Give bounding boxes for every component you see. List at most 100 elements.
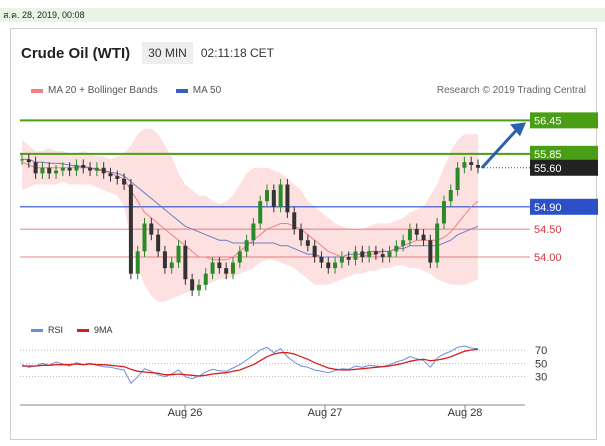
bollinger-label: MA 20 + Bollinger Bands xyxy=(48,85,158,96)
candle-body xyxy=(401,240,406,246)
level-tag-54-90-box xyxy=(530,198,598,215)
candle-body xyxy=(54,170,59,174)
candle-body xyxy=(162,251,167,269)
candle-body xyxy=(299,229,304,241)
candle-body xyxy=(312,245,317,257)
candle-body xyxy=(149,223,154,235)
instrument-title: Crude Oil (WTI) xyxy=(21,44,131,62)
candle-body xyxy=(224,268,229,274)
candle-body xyxy=(448,190,453,202)
candle-body xyxy=(346,256,351,260)
level-tag-55-85-box xyxy=(530,145,598,162)
level-tag-55-85: 55.85 xyxy=(534,149,562,161)
candle-body xyxy=(353,251,358,260)
candle-body xyxy=(183,245,188,280)
candle-body xyxy=(210,262,215,274)
level-tag-56-45: 56.45 xyxy=(534,115,562,127)
candle-body xyxy=(94,167,99,171)
date-stamp: ส.ค. 28, 2019, 00:08 xyxy=(3,10,85,20)
chart-card: Crude Oil (WTI) 30 MIN 02:11:18 CET MA 2… xyxy=(10,28,597,440)
candle-body xyxy=(292,212,297,230)
candle-body xyxy=(26,159,31,163)
candle-body xyxy=(101,167,106,174)
level-tag-55-60-box xyxy=(530,159,598,176)
candle-body xyxy=(244,240,249,252)
candle-body xyxy=(435,223,440,263)
candle-body xyxy=(265,190,270,202)
candle-body xyxy=(47,167,52,174)
legend-item-bollinger: MA 20 + Bollinger Bands xyxy=(31,85,158,96)
rsi-swatch xyxy=(31,328,43,332)
candle-body xyxy=(373,251,378,255)
candle-body xyxy=(81,164,86,168)
candle-body xyxy=(394,245,399,252)
candle-body xyxy=(217,262,222,269)
candle-body xyxy=(20,159,24,161)
ma50-swatch xyxy=(175,88,188,93)
candle-body xyxy=(196,284,201,291)
research-credit: Research © 2019 Trading Central xyxy=(436,85,586,96)
candle-body xyxy=(319,256,324,263)
candle-body xyxy=(190,279,195,291)
chart-legend: MA 20 + Bollinger Bands MA 50 xyxy=(31,85,239,96)
candle-body xyxy=(455,167,460,191)
rsi-tick-label: 70 xyxy=(535,345,547,357)
timeframe-badge: 30 MIN xyxy=(142,42,193,64)
bollinger-swatch xyxy=(31,88,43,93)
chart-time: 02:11:18 CET xyxy=(200,46,274,60)
rsi-ma-swatch xyxy=(77,328,90,332)
candle-body xyxy=(407,229,412,241)
candle-body xyxy=(462,162,467,168)
rsi-tick-label: 30 xyxy=(535,372,547,384)
candle-body xyxy=(476,164,480,168)
legend-item-rsi: RSI xyxy=(31,325,63,335)
candle-body xyxy=(387,251,392,257)
candle-body xyxy=(251,223,256,241)
time-label: Aug 27 xyxy=(308,407,343,419)
candle-body xyxy=(278,184,283,207)
candle-body xyxy=(169,262,174,269)
target-arrow-head xyxy=(510,122,526,137)
candle-body xyxy=(367,251,372,257)
rsi-legend: RSI 9MA xyxy=(31,325,127,335)
rsi-line xyxy=(21,345,479,385)
candle-body xyxy=(122,178,127,185)
level-tag-55-60: 55.60 xyxy=(534,163,562,175)
candle-body xyxy=(333,262,338,269)
candle-body xyxy=(203,273,208,285)
candle-body xyxy=(360,251,365,257)
candle-body xyxy=(271,190,276,207)
level-tag-54-50: 54.50 xyxy=(534,224,562,236)
rsi-ma-label: 9MA xyxy=(94,325,113,335)
candle-body xyxy=(414,229,419,235)
candle-body xyxy=(305,240,310,246)
candle-body xyxy=(142,223,147,252)
level-tag-54-90: 54.90 xyxy=(534,202,562,214)
legend-item-ma50: MA 50 xyxy=(175,85,222,96)
level-tag-56-45-box xyxy=(530,112,598,129)
candle-body xyxy=(115,176,120,179)
ma50-label: MA 50 xyxy=(192,85,222,96)
time-label: Aug 28 xyxy=(448,407,483,419)
candle-body xyxy=(176,245,181,263)
candle-body xyxy=(74,164,79,171)
candle-body xyxy=(285,184,290,213)
candle-body xyxy=(258,201,263,224)
candle-body xyxy=(67,167,72,171)
candle-body xyxy=(469,162,474,165)
date-bar: ส.ค. 28, 2019, 00:08 xyxy=(0,8,605,22)
candle-body xyxy=(421,234,426,241)
candle-body xyxy=(237,251,242,263)
candle-body xyxy=(135,251,140,274)
time-label: Aug 26 xyxy=(168,407,203,419)
candle-body xyxy=(230,262,235,274)
target-arrow-shaft xyxy=(480,127,520,169)
candle-body xyxy=(33,162,38,174)
chart-header: Crude Oil (WTI) 30 MIN 02:11:18 CET xyxy=(21,41,274,65)
candle-body xyxy=(128,184,133,274)
rsi-ma-line xyxy=(22,348,479,377)
rsi-label: RSI xyxy=(48,325,64,335)
candle-body xyxy=(441,201,446,224)
candle-body xyxy=(339,256,344,263)
